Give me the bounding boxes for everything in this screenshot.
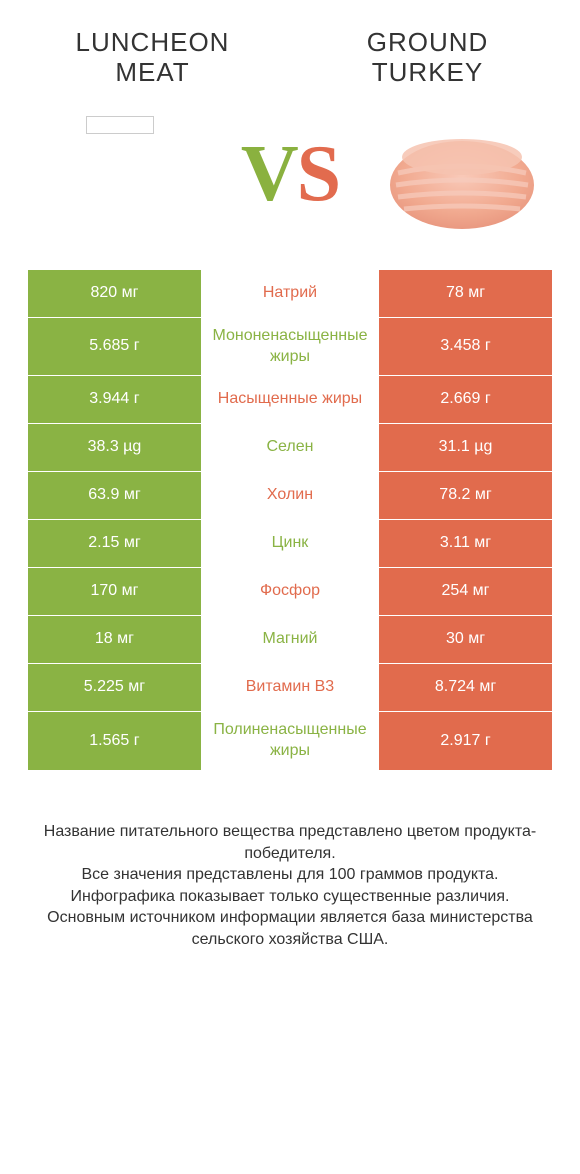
right-value-cell: 8.724 мг [379, 664, 552, 712]
footnote-line: Название питательного вещества представл… [22, 821, 558, 864]
footnote-line: Основным источником информации является … [22, 907, 558, 950]
table-row: 5.685 гМононенасыщенные жиры3.458 г [28, 318, 552, 377]
nutrient-name-cell: Полиненасыщенные жиры [201, 712, 379, 771]
right-product-title: GROUND TURKEY [315, 28, 540, 88]
table-row: 820 мгНатрий78 мг [28, 270, 552, 318]
left-value-cell: 5.225 мг [28, 664, 201, 712]
table-row: 18 мгМагний30 мг [28, 616, 552, 664]
right-value-cell: 31.1 µg [379, 424, 552, 472]
right-image-box [380, 110, 540, 240]
left-value-cell: 18 мг [28, 616, 201, 664]
nutrient-name-cell: Холин [201, 472, 379, 520]
table-row: 5.225 мгВитамин B38.724 мг [28, 664, 552, 712]
left-product-title: LUNCHEON MEAT [40, 28, 265, 88]
comparison-table: 820 мгНатрий78 мг5.685 гМононенасыщенные… [28, 270, 552, 771]
table-row: 170 мгФосфор254 мг [28, 568, 552, 616]
ground-turkey-icon [380, 115, 540, 235]
left-value-cell: 38.3 µg [28, 424, 201, 472]
right-value-cell: 78 мг [379, 270, 552, 318]
right-value-cell: 3.458 г [379, 318, 552, 377]
nutrient-name-cell: Мононенасыщенные жиры [201, 318, 379, 377]
table-row: 2.15 мгЦинк3.11 мг [28, 520, 552, 568]
nutrient-name-cell: Магний [201, 616, 379, 664]
footnote-line: Инфографика показывает только существенн… [22, 886, 558, 908]
left-image-placeholder [86, 116, 154, 134]
nutrient-name-cell: Насыщенные жиры [201, 376, 379, 424]
footnotes: Название питательного вещества представл… [0, 771, 580, 991]
left-value-cell: 63.9 мг [28, 472, 201, 520]
footnote-line: Все значения представлены для 100 граммо… [22, 864, 558, 886]
vs-v: V [241, 130, 297, 218]
left-image-box [40, 110, 200, 240]
vs-s: S [297, 130, 340, 218]
table-row: 63.9 мгХолин78.2 мг [28, 472, 552, 520]
table-row: 1.565 гПолиненасыщенные жиры2.917 г [28, 712, 552, 771]
right-value-cell: 3.11 мг [379, 520, 552, 568]
images-row: VS [0, 100, 580, 270]
table-row: 3.944 гНасыщенные жиры2.669 г [28, 376, 552, 424]
nutrient-name-cell: Витамин B3 [201, 664, 379, 712]
nutrient-name-cell: Фосфор [201, 568, 379, 616]
right-value-cell: 2.669 г [379, 376, 552, 424]
right-value-cell: 2.917 г [379, 712, 552, 771]
left-value-cell: 1.565 г [28, 712, 201, 771]
left-value-cell: 170 мг [28, 568, 201, 616]
nutrient-name-cell: Селен [201, 424, 379, 472]
left-value-cell: 3.944 г [28, 376, 201, 424]
left-value-cell: 2.15 мг [28, 520, 201, 568]
right-value-cell: 254 мг [379, 568, 552, 616]
nutrient-name-cell: Натрий [201, 270, 379, 318]
left-value-cell: 820 мг [28, 270, 201, 318]
nutrient-name-cell: Цинк [201, 520, 379, 568]
table-row: 38.3 µgСелен31.1 µg [28, 424, 552, 472]
vs-label: VS [241, 129, 339, 220]
right-value-cell: 30 мг [379, 616, 552, 664]
right-value-cell: 78.2 мг [379, 472, 552, 520]
left-value-cell: 5.685 г [28, 318, 201, 377]
header: LUNCHEON MEAT GROUND TURKEY [0, 0, 580, 100]
